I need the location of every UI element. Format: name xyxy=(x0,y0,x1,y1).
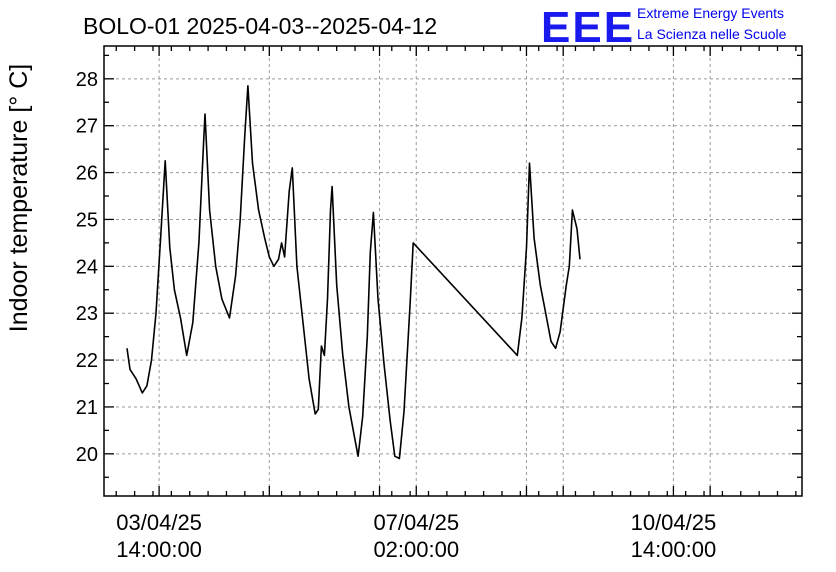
x-tick-label-date: 10/04/25 xyxy=(631,510,717,535)
chart-title: BOLO-01 2025-04-03--2025-04-12 xyxy=(83,13,437,39)
logo-line-2: La Scienza nelle Scuole xyxy=(637,26,787,42)
x-tick-label-date: 03/04/25 xyxy=(116,510,202,535)
y-tick-label: 23 xyxy=(76,303,98,325)
y-tick-label: 28 xyxy=(76,69,98,91)
series-layer xyxy=(126,85,581,460)
y-axis-label: Indoor temperature [° C] xyxy=(5,64,33,332)
y-tick-labels: 20 21 22 23 24 25 26 27 28 xyxy=(76,69,98,466)
x-tick-labels: 03/04/2514:00:0007/04/2502:00:0010/04/25… xyxy=(116,510,716,562)
axis-ticks xyxy=(104,46,802,496)
x-tick-label-date: 07/04/25 xyxy=(373,510,459,535)
eee-logo: EEE Extreme Energy Events La Scienza nel… xyxy=(541,3,787,52)
y-tick-label: 26 xyxy=(76,163,98,185)
x-tick-label-time: 14:00:00 xyxy=(116,537,202,562)
y-tick-label: 27 xyxy=(76,116,98,138)
x-tick-label-time: 02:00:00 xyxy=(373,537,459,562)
series-line-1 xyxy=(126,85,581,460)
y-tick-label: 24 xyxy=(76,256,98,278)
y-tick-label: 21 xyxy=(76,397,98,419)
logo-line-1: Extreme Energy Events xyxy=(637,5,784,21)
y-tick-label: 20 xyxy=(76,444,98,466)
eee-logo-mark: EEE xyxy=(541,3,635,52)
y-tick-label: 25 xyxy=(76,209,98,231)
y-tick-label: 22 xyxy=(76,350,98,372)
plot-frame xyxy=(103,45,803,497)
x-tick-label-time: 14:00:00 xyxy=(631,537,717,562)
grid-lines xyxy=(104,46,802,496)
